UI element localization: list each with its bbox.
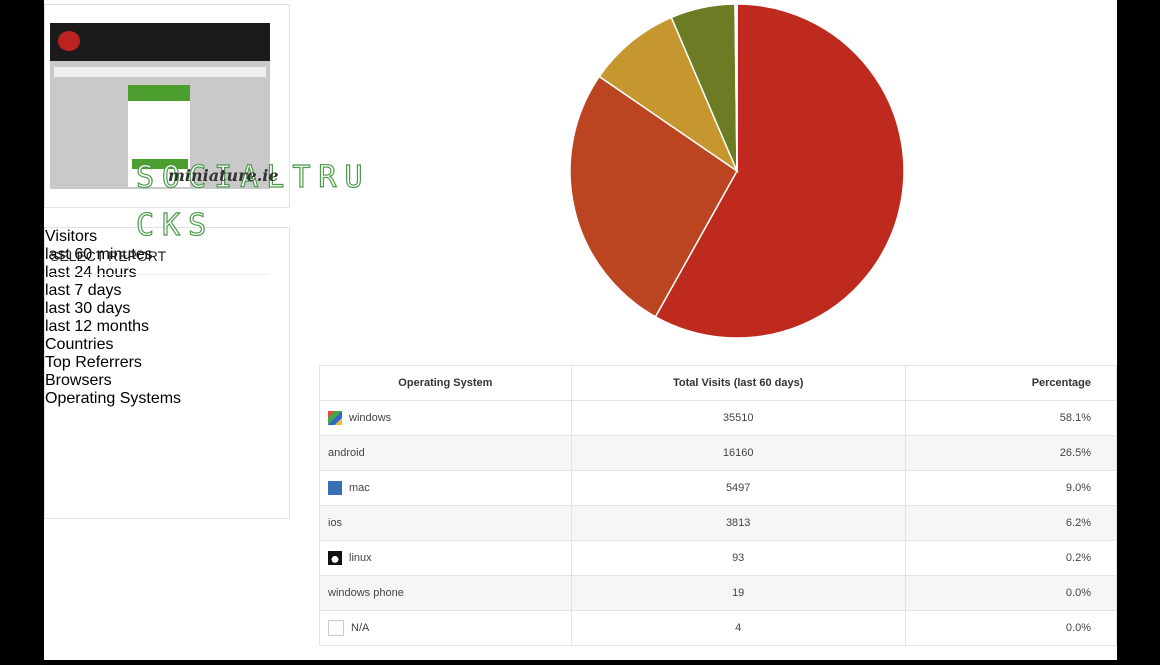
visits-cell: 35510	[570, 400, 906, 436]
os-cell: mac	[319, 470, 572, 506]
percentage-cell: 0.0%	[904, 575, 1118, 611]
thumb-header	[50, 23, 270, 61]
column-header: Total Visits (last 60 days)	[570, 365, 906, 401]
visits-cell: 4	[570, 610, 906, 646]
thumb-bar	[54, 67, 266, 77]
visits-cell: 16160	[570, 435, 906, 471]
percentage-cell: 58.1%	[904, 400, 1118, 436]
menu-subitem[interactable]: last 7 days	[45, 282, 122, 299]
thumbnail[interactable]	[50, 23, 270, 189]
os-name: windows phone	[328, 587, 404, 599]
table-row: N/A 4 0.0%	[319, 610, 1118, 646]
os-cell: linux	[319, 540, 572, 576]
os-icon	[328, 620, 344, 636]
percentage-cell: 0.0%	[904, 610, 1118, 646]
os-icon	[328, 551, 342, 565]
watermark-site: miniature.ie	[168, 166, 279, 185]
os-icon	[328, 411, 342, 425]
table-body: windows 35510 58.1% android 16160 26.5% mac 549…	[319, 400, 1118, 646]
os-cell: N/A	[319, 610, 572, 646]
table-row: ios 3813 6.2%	[319, 505, 1118, 541]
os-name: ios	[328, 517, 343, 529]
watermark: CKS	[135, 207, 215, 243]
table-row: windows phone 19 0.0%	[319, 575, 1118, 611]
table-header: Operating System Total Visits (last 60 da…	[319, 365, 1118, 401]
menu-item[interactable]: Top Referrers	[45, 354, 142, 371]
os-name: android	[328, 447, 365, 459]
os-name: N/A	[351, 621, 370, 634]
menu-item[interactable]: Operating Systems	[45, 390, 182, 407]
pie-slice	[569, 75, 738, 318]
percentage-cell: 0.2%	[904, 540, 1118, 576]
table-row: mac 5497 9.0%	[319, 470, 1118, 506]
menu-subitem[interactable]: last 30 days	[45, 300, 131, 317]
thumb-panel	[128, 85, 190, 187]
divider	[50, 274, 269, 275]
visits-cell: 5497	[570, 470, 906, 506]
os-name: windows	[349, 411, 392, 424]
percentage-cell: 26.5%	[904, 435, 1118, 471]
menu-item[interactable]: Countries	[45, 336, 114, 353]
os-cell: windows phone	[319, 575, 572, 611]
pie-slice	[654, 3, 905, 339]
os-table: Operating System Total Visits (last 60 da…	[319, 365, 1118, 646]
visits-cell: 93	[570, 540, 906, 576]
table-row: windows 35510 58.1%	[319, 400, 1118, 436]
visits-cell: 3813	[570, 505, 906, 541]
percentage-cell: 6.2%	[904, 505, 1118, 541]
menu-subitem[interactable]: last 12 months	[45, 318, 150, 335]
page: SELECT REPORT Visitors last 60 minutes las…	[44, 0, 1118, 660]
table-row: linux 93 0.2%	[319, 540, 1118, 576]
menu-subitem[interactable]: last 24 hours	[45, 264, 137, 281]
pie-slice	[598, 16, 739, 174]
os-cell: ios	[319, 505, 572, 541]
table-row: android 16160 26.5%	[319, 435, 1118, 471]
menu-subitem[interactable]: last 60 minutes	[45, 246, 153, 263]
column-header: Percentage	[904, 365, 1118, 401]
os-cell: android	[319, 435, 572, 471]
percentage-cell: 9.0%	[904, 470, 1118, 506]
thumb-button	[132, 159, 188, 169]
thumbnail-card	[44, 4, 290, 208]
os-icon	[328, 481, 342, 495]
pie-chart	[569, 3, 905, 339]
menu-item[interactable]: Browsers	[45, 372, 112, 389]
menu-item[interactable]: Visitors	[45, 228, 98, 245]
os-name: linux	[349, 551, 372, 564]
report-menu: SELECT REPORT Visitors last 60 minutes las…	[44, 227, 290, 519]
os-cell: windows	[319, 400, 572, 436]
menu-title: SELECT REPORT	[50, 248, 167, 264]
watermark: SOCIALTRU	[135, 159, 371, 195]
os-name: mac	[349, 481, 370, 494]
menu-items: Visitors last 60 minutes last 24 hours last…	[45, 228, 289, 408]
visits-cell: 19	[570, 575, 906, 611]
column-header: Operating System	[319, 365, 572, 401]
thumb-logo	[58, 31, 80, 51]
